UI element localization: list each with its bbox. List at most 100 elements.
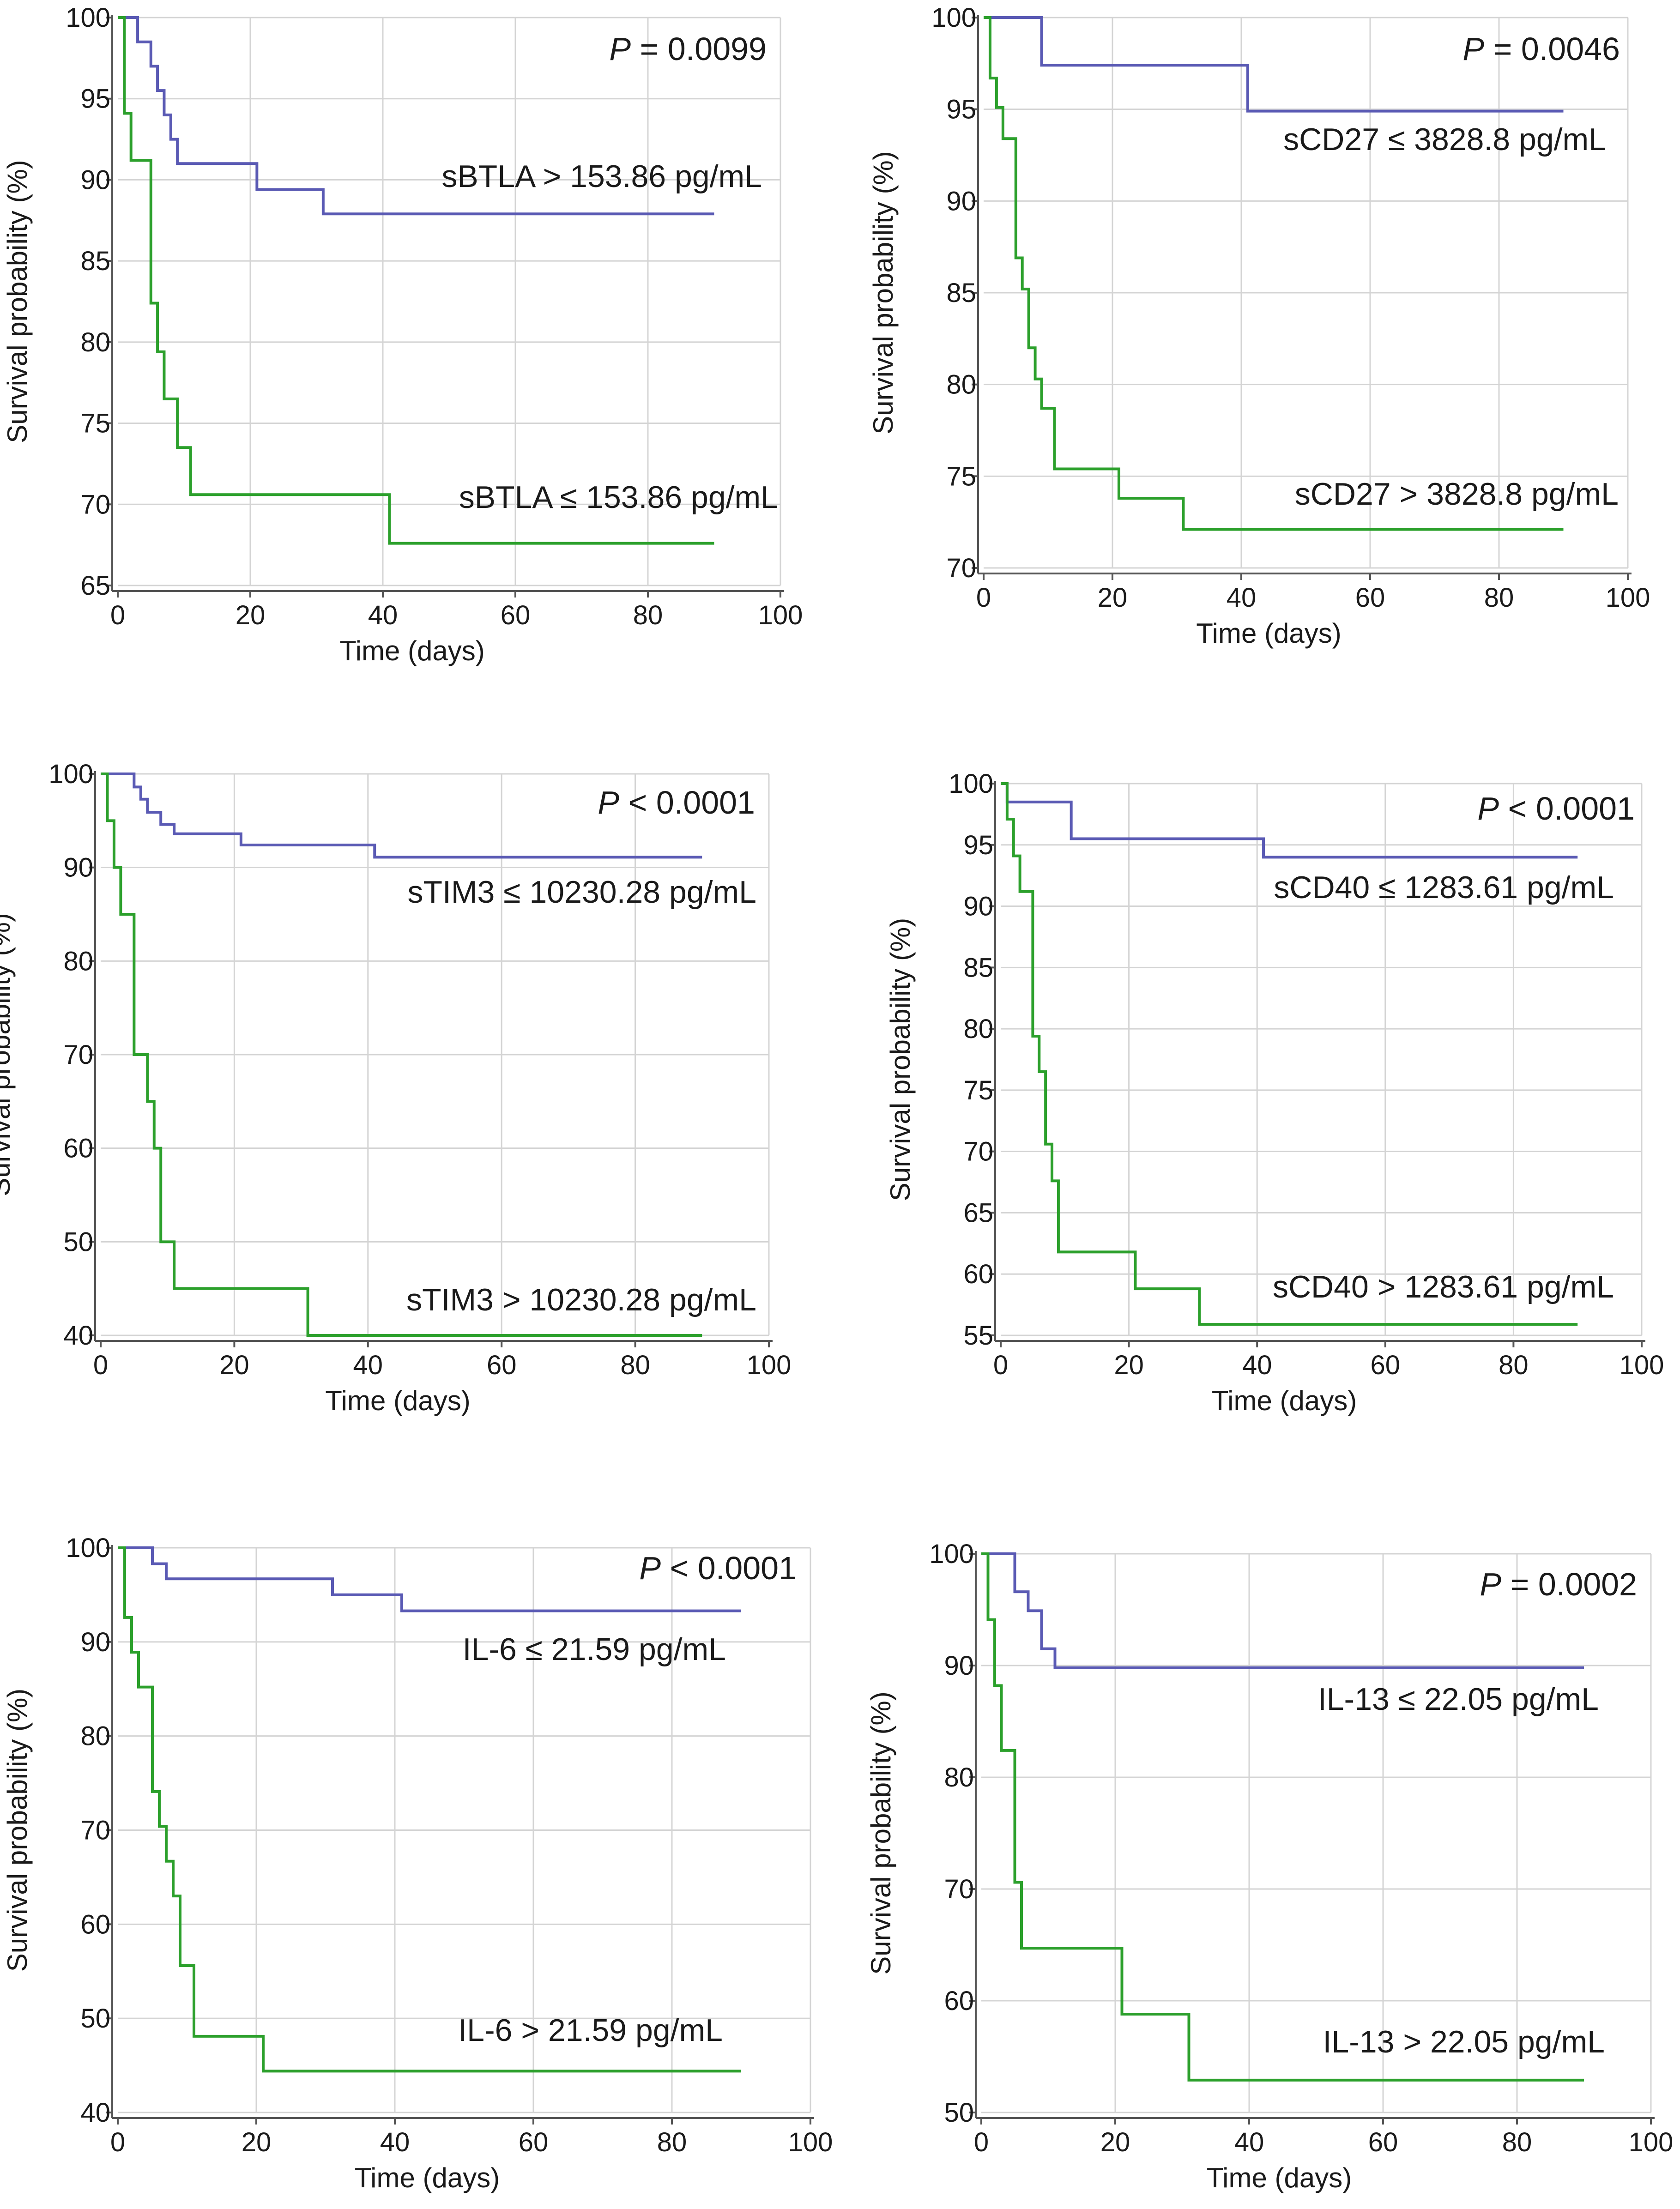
panel-sbtla-y-tick-label: 100	[66, 3, 110, 33]
panel-il13-x-tick-label: 60	[1368, 2127, 1398, 2157]
panel-scd27-p-letter: P	[1462, 31, 1484, 67]
panel-stim3-p-value-text: < 0.0001	[619, 785, 755, 821]
panel-scd40-ticks: 0 20 40 60 80 100 55 60 65 70 75 80 85 90 95 100	[949, 769, 1664, 1380]
panel-il13-x-axis-label: Time (days)	[1207, 2162, 1352, 2193]
panel-scd40-y-tick-label: 70	[963, 1137, 993, 1167]
panel-il6-axes	[111, 1545, 814, 2119]
panel-scd27-axes	[977, 15, 1632, 574]
panel-scd27-x-tick-label: 0	[976, 583, 991, 613]
panel-scd27-y-tick-label: 75	[946, 461, 976, 491]
panel-il6-y-tick-label: 60	[80, 1909, 110, 1939]
panel-scd40-y-tick-label: 100	[949, 769, 993, 799]
panel-stim3-y-tick-label: 80	[63, 946, 93, 976]
panel-il6-x-tick-label: 60	[519, 2127, 549, 2157]
panel-stim3-axes	[94, 771, 773, 1342]
panel-il13-y-tick-label: 90	[944, 1651, 974, 1681]
panel-il13-y-tick-label: 80	[944, 1762, 974, 1793]
panel-scd27-low-survival-curve	[984, 16, 1564, 531]
panel-sbtla-x-axis-label: Time (days)	[339, 635, 484, 666]
panel-il13-x-tick-label: 100	[1629, 2127, 1674, 2157]
panel-sbtla-x-tick-label: 100	[758, 600, 803, 630]
panel-sbtla-high-survival-curve	[118, 16, 714, 216]
panel-il13-x-tick-label: 40	[1234, 2127, 1264, 2157]
panel-stim3-high-survival-curve	[101, 773, 702, 859]
panel-sbtla-p-letter: P	[609, 31, 631, 67]
panel-il6-p-value-text: < 0.0001	[661, 1550, 797, 1586]
panel-scd40-y-tick-label: 60	[963, 1259, 993, 1289]
panel-scd40-y-axis-label: Survival probability (%)	[885, 918, 916, 1201]
panel-stim3-ticks: 0 20 40 60 80 100 40 50 60 70 80 90 100	[48, 759, 791, 1380]
panel-scd27-curves	[984, 16, 1564, 531]
panel-stim3-x-tick-label: 60	[487, 1350, 517, 1380]
panel-stim3-p-value: P < 0.0001	[598, 785, 755, 821]
panel-sbtla-grid	[118, 17, 781, 586]
panel-sbtla-y-tick-label: 85	[80, 246, 110, 276]
panel-scd27-p-value: P = 0.0046	[1462, 31, 1620, 67]
panel-sbtla-y-tick-label: 65	[80, 571, 110, 601]
panel-scd40-low-survival-curve	[1001, 782, 1578, 1326]
panel-il6-curves	[118, 1546, 741, 2073]
panel-scd27-y-axis-label: Survival probability (%)	[868, 151, 899, 435]
panel-scd40-y-tick-label: 85	[963, 953, 993, 983]
panel-il13-axes	[975, 1551, 1655, 2119]
panel-scd27-y-tick-label: 100	[931, 3, 976, 33]
panel-stim3-high-series-label: sTIM3 ≤ 10230.28 pg/mL	[407, 875, 756, 910]
panel-scd27-y-tick-label: 90	[946, 186, 976, 216]
panel-sbtla-x-tick-label: 60	[501, 600, 531, 630]
panel-sbtla-y-tick-label: 80	[80, 327, 110, 357]
panel-il13-y-tick-label: 60	[944, 1986, 974, 2016]
panel-il13-x-tick-label: 0	[974, 2127, 989, 2157]
panel-il6-y-tick-label: 40	[80, 2098, 110, 2128]
panel-il6-ticks: 0 20 40 60 80 100 40 50 60 70 80 90 100	[66, 1533, 833, 2157]
panel-sbtla-y-tick-label: 95	[80, 84, 110, 114]
panel-scd40-grid	[1001, 783, 1643, 1336]
panel-il6-p-value: P < 0.0001	[639, 1550, 797, 1586]
panel-scd27-x-axis-label: Time (days)	[1196, 618, 1341, 649]
panel-il6-grid	[118, 1547, 811, 2113]
panel-scd40-high-series-label: sCD40 ≤ 1283.61 pg/mL	[1274, 870, 1614, 905]
panel-scd27-x-tick-label: 80	[1484, 583, 1514, 613]
panel-sbtla-curves	[118, 16, 714, 545]
panel-scd27-high-series-label: sCD27 ≤ 3828.8 pg/mL	[1283, 122, 1606, 157]
panel-il13-y-tick-label: 100	[929, 1539, 974, 1569]
panel-il6-y-tick-label: 70	[80, 1816, 110, 1846]
panel-il13-high-survival-curve	[981, 1552, 1584, 1669]
panel-sbtla-low-survival-curve	[118, 16, 714, 545]
panel-il6-x-tick-label: 100	[788, 2127, 833, 2157]
panel-scd27-y-tick-label: 95	[946, 95, 976, 125]
panel-scd27-x-tick-label: 60	[1355, 583, 1385, 613]
panel-scd40-curves	[1001, 782, 1578, 1326]
panel-stim3-y-tick-label: 60	[63, 1134, 93, 1164]
panel-sbtla-x-tick-label: 80	[633, 600, 663, 630]
panel-stim3-y-tick-label: 70	[63, 1040, 93, 1070]
panel-il6-low-survival-curve	[118, 1546, 741, 2073]
panel-stim3-x-axis-label: Time (days)	[325, 1385, 470, 1416]
panel-il13-low-survival-curve	[981, 1552, 1584, 2082]
panel-stim3-x-tick-label: 20	[219, 1350, 249, 1380]
panel-scd27-x-tick-label: 20	[1098, 583, 1128, 613]
panel-scd40-x-tick-label: 80	[1499, 1350, 1529, 1380]
panel-stim3-x-tick-label: 0	[93, 1350, 108, 1380]
panel-sbtla-y-axis-label: Survival probability (%)	[2, 160, 33, 443]
panel-stim3-low-series-label: sTIM3 > 10230.28 pg/mL	[406, 1282, 756, 1317]
panel-stim3-p-letter: P	[598, 785, 619, 821]
panel-sbtla-ticks: 0 20 40 60 80 100 65 70 75 80 85 90 95 100	[66, 3, 803, 630]
panel-il6-y-axis-label: Survival probability (%)	[2, 1689, 33, 1972]
panel-sbtla-p-value-text: = 0.0099	[631, 31, 767, 67]
panel-scd40-x-tick-label: 40	[1242, 1350, 1272, 1380]
panel-scd40-y-tick-label: 90	[963, 892, 993, 922]
panel-il13-y-tick-label: 70	[944, 1874, 974, 1904]
panel-scd27-high-survival-curve	[984, 16, 1564, 113]
panel-stim3-x-tick-label: 40	[353, 1350, 383, 1380]
panel-scd27-grid	[984, 17, 1629, 569]
panel-il13-ticks: 0 20 40 60 80 100 50 60 70 80 90 100	[929, 1539, 1673, 2157]
panel-sbtla: 0 20 40 60 80 100 65 70 75 80 85 90 95 100 Time (days…	[2, 3, 803, 666]
panel-scd40-y-tick-label: 80	[963, 1014, 993, 1044]
panel-scd40-x-tick-label: 0	[993, 1350, 1008, 1380]
panel-sbtla-p-value: P = 0.0099	[609, 31, 767, 67]
panel-scd40-p-letter: P	[1477, 791, 1499, 827]
panel-sbtla-y-tick-label: 75	[80, 409, 110, 439]
